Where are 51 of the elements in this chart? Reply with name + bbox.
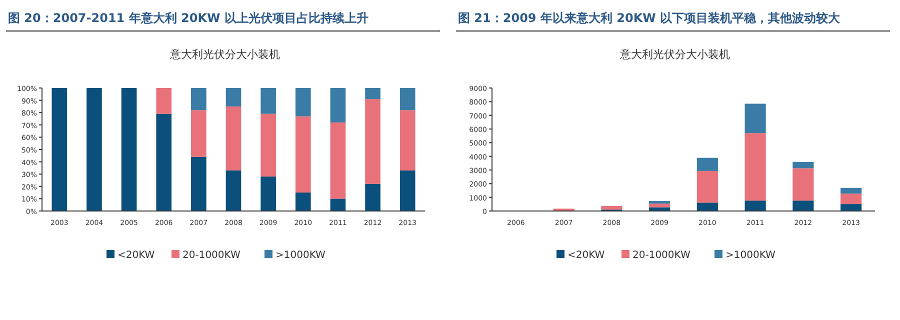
bar <box>86 88 102 211</box>
bar <box>295 192 311 211</box>
legend-label: 20-1000KW <box>182 250 240 261</box>
bar <box>295 88 311 116</box>
bar <box>330 122 346 199</box>
chart-title: 图 21：2009 年以来意大利 20KW 以下项目装机平稳，其他波动较大 <box>458 11 842 25</box>
bar <box>365 184 380 211</box>
bar <box>330 198 346 211</box>
bar <box>744 200 766 211</box>
bar <box>226 170 242 211</box>
bar <box>792 162 814 168</box>
bar <box>400 110 416 170</box>
bar <box>121 88 137 211</box>
bar <box>260 114 276 177</box>
bar <box>191 156 206 211</box>
bar <box>226 88 242 106</box>
legend-label: >1000KW <box>276 250 326 261</box>
bar <box>601 206 622 210</box>
bar <box>840 188 862 194</box>
bar <box>400 170 416 211</box>
chart-title: 图 20：2007-2011 年意大利 20KW 以上光伏项目占比持续上升 <box>8 11 368 25</box>
bar <box>792 200 814 211</box>
bar <box>226 106 242 170</box>
bar <box>744 104 766 134</box>
bar <box>191 110 206 157</box>
bar <box>52 88 68 211</box>
bar <box>696 202 718 211</box>
bar <box>260 88 276 114</box>
bar <box>840 194 862 204</box>
bar <box>156 88 172 114</box>
bar <box>191 88 206 110</box>
bar <box>696 170 718 203</box>
chart-subtitle: 意大利光伏分大小装机 <box>619 48 730 61</box>
legend-label: 20-1000KW <box>632 250 690 261</box>
legend-label: >1000KW <box>726 250 776 261</box>
bar <box>840 204 862 211</box>
bar <box>295 116 311 193</box>
bar <box>792 168 814 201</box>
bar <box>649 201 670 204</box>
bar <box>330 88 346 122</box>
chart-subtitle: 意大利光伏分大小装机 <box>169 48 280 61</box>
bar <box>744 133 766 201</box>
bar <box>365 99 380 184</box>
bar <box>649 204 670 208</box>
legend-label: <20KW <box>568 250 605 261</box>
bar <box>260 176 276 211</box>
bar <box>365 88 380 100</box>
legend-label: <20KW <box>118 250 155 261</box>
bar <box>400 88 416 110</box>
bar <box>156 114 172 211</box>
bar <box>696 158 718 171</box>
